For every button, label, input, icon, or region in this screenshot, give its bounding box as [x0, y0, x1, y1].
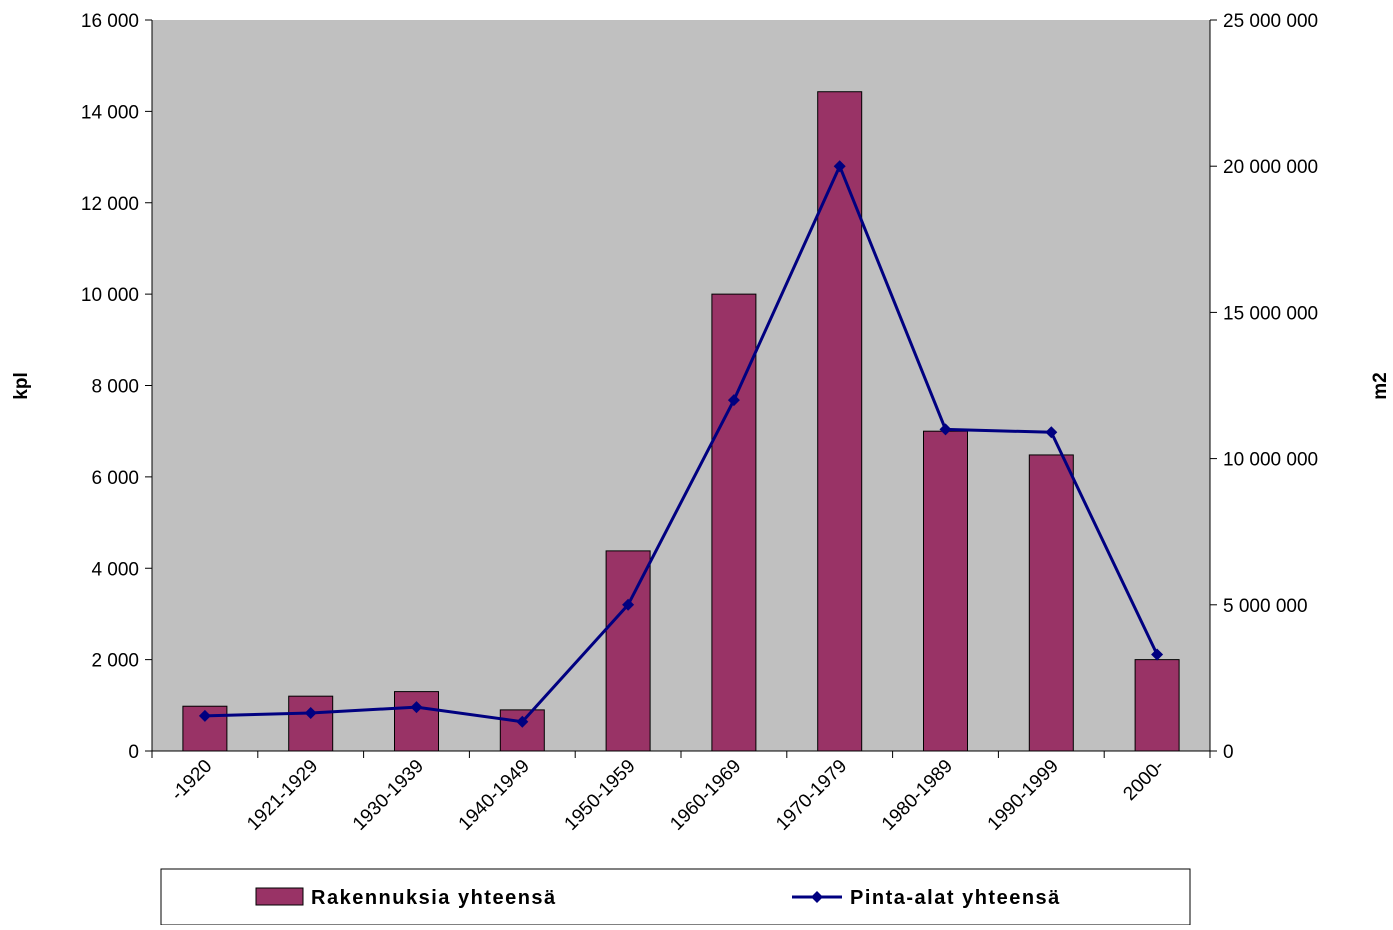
y-tick-label: 16 000	[81, 11, 139, 32]
bar-1980-1989	[923, 430, 968, 752]
line-marker-1930-1939	[410, 701, 423, 714]
bar-1930-1939	[394, 691, 439, 752]
bar-1990-1999	[1028, 454, 1074, 752]
legend: Rakennuksia yhteensä Pinta-alat yhteensä	[160, 868, 1191, 926]
bar-1950-1959	[605, 550, 651, 752]
y2-tick-label: 15 000 000	[1223, 303, 1318, 324]
y-axis-title: kpl	[11, 372, 32, 399]
x-tick-label: 1930-1939	[349, 756, 428, 835]
left-axis-ticks: 0 2 000 4 000 6 000 8 000 10 000 12 000 14 000 1…	[81, 11, 152, 763]
line-marker-1980-1989	[939, 423, 952, 436]
legend-bar-swatch	[255, 887, 304, 906]
y-tick-label: 12 000	[81, 194, 139, 215]
y-tick-label: 14 000	[81, 102, 139, 123]
bars-layer	[182, 91, 1180, 752]
line-marker-1940-1949	[516, 715, 529, 728]
line-marker-1990-1999	[1045, 426, 1058, 439]
legend-bar-label: Rakennuksia yhteensä	[311, 887, 557, 909]
y-tick-label: 2 000	[91, 651, 139, 672]
x-tick-label: 1940-1949	[455, 756, 534, 835]
line-layer	[198, 160, 1164, 728]
y-tick-label: 8 000	[91, 377, 139, 398]
y2-tick-label: 25 000 000	[1223, 11, 1318, 32]
line-marker-1970-1979	[833, 160, 846, 173]
right-axis-ticks: 0 5 000 000 10 000 000 15 000 000 20 000 000…	[1210, 11, 1318, 763]
x-tick-label: 1960-1969	[666, 756, 745, 835]
x-tick-label: -1920	[167, 756, 216, 805]
y2-tick-label: 10 000 000	[1223, 450, 1318, 471]
legend-line-label: Pinta-alat yhteensä	[850, 887, 1061, 909]
line-marker--1920	[198, 709, 211, 722]
x-tick-label: 1950-1959	[561, 756, 640, 835]
line-series-pinta-alat	[204, 162, 1159, 724]
line-marker-1950-1959	[622, 598, 635, 611]
x-tick-label: 2000-	[1119, 756, 1168, 805]
bar-1921-1929	[288, 695, 334, 752]
legend-line-marker	[811, 891, 823, 903]
y2-axis-title: m2	[1370, 372, 1391, 399]
x-tick-label: 1921-1929	[243, 756, 322, 835]
line-marker-2000-	[1151, 648, 1164, 661]
y2-tick-label: 20 000 000	[1223, 157, 1318, 178]
legend-box	[160, 868, 1191, 926]
y-tick-label: 6 000	[91, 468, 139, 489]
bar-1970-1979	[817, 91, 863, 752]
x-tick-label: 1980-1989	[878, 756, 957, 835]
bar-2000-	[1134, 659, 1180, 752]
line-marker-1921-1929	[304, 706, 317, 719]
line-marker-1960-1969	[727, 394, 740, 407]
y2-tick-label: 5 000 000	[1223, 596, 1308, 617]
x-tick-label: 1990-1999	[984, 756, 1063, 835]
x-axis-ticks: -1920 1921-1929 1930-1939 1940-1949 1950-195…	[151, 751, 1211, 835]
x-tick-label: 1970-1979	[772, 756, 851, 835]
y2-tick-label: 0	[1223, 742, 1234, 763]
y-tick-label: 4 000	[91, 559, 139, 580]
y-tick-label: 0	[128, 742, 139, 763]
y-tick-label: 10 000	[81, 285, 139, 306]
